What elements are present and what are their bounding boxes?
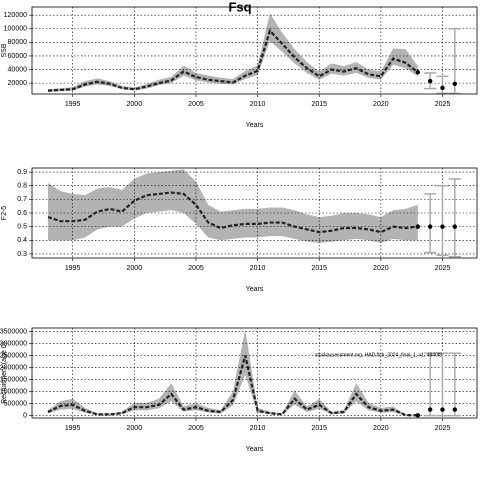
point — [415, 224, 421, 229]
projection-point — [427, 78, 433, 84]
confidence-band — [48, 13, 418, 92]
y-tick-label: 0.8 — [17, 183, 27, 190]
y-tick-label: 100000 — [4, 26, 27, 33]
y-tick-label: 120000 — [4, 12, 27, 19]
plot-frame — [31, 327, 478, 419]
point — [415, 413, 421, 418]
x-axis-label: Years — [246, 286, 264, 293]
y-tick-label: 3000000 — [0, 340, 27, 347]
projection-point — [440, 224, 445, 229]
y-tick-label: 60000 — [8, 53, 28, 60]
y-axis-label: F2-5 — [1, 206, 8, 221]
plot-area — [32, 328, 477, 418]
x-tick-label: 2025 — [435, 101, 451, 108]
x-tick-label: 2015 — [311, 265, 327, 272]
x-tick-label: 2000 — [127, 425, 143, 432]
y-tick-label: 0.9 — [17, 169, 27, 176]
y-tick-label: 0.3 — [17, 251, 27, 258]
x-tick-label: 2010 — [250, 101, 266, 108]
projection-point — [452, 81, 458, 87]
y-tick-label: 1000000 — [0, 388, 27, 395]
projection-point — [427, 224, 433, 229]
plot-area — [32, 7, 477, 94]
median-line — [47, 355, 418, 417]
confidence-band — [48, 329, 418, 416]
y-tick-label: 2000000 — [0, 364, 27, 371]
x-tick-label: 2020 — [373, 265, 389, 272]
x-tick-label: 2005 — [188, 265, 204, 272]
y-tick-label: 0.5 — [17, 223, 27, 230]
y-tick-label: 0.4 — [17, 237, 27, 244]
plot-area — [32, 168, 477, 258]
x-tick-label: 2025 — [435, 265, 451, 272]
x-axis-label: Years — [246, 446, 264, 453]
x-tick-label: 2000 — [127, 101, 143, 108]
confidence-band — [48, 169, 418, 243]
median-line — [47, 28, 419, 92]
y-tick-label: 500000 — [4, 400, 27, 407]
x-tick-label: 2020 — [373, 101, 389, 108]
y-tick-label: 20000 — [8, 80, 28, 87]
annotation: stockassessment.org, HAD.fish_2024_final… — [315, 352, 442, 358]
projection-point — [427, 407, 433, 412]
y-tick-label: 3500000 — [0, 328, 27, 335]
y-tick-label: 0.7 — [17, 196, 27, 203]
y-tick-label: 0.6 — [17, 210, 27, 217]
x-tick-label: 1995 — [65, 101, 81, 108]
x-tick-label: 1995 — [65, 265, 81, 272]
x-tick-label: 2025 — [435, 425, 451, 432]
x-tick-label: 2020 — [373, 425, 389, 432]
x-tick-label: 2005 — [188, 101, 204, 108]
y-tick-label: 40000 — [8, 66, 28, 73]
projection-point — [452, 224, 458, 229]
x-tick-label: 2015 — [311, 425, 327, 432]
x-tick-label: 2010 — [250, 425, 266, 432]
y-axis-label: Recruitment (age 0) — [1, 342, 8, 404]
projection-point — [440, 407, 445, 412]
x-tick-label: 2005 — [188, 425, 204, 432]
projection-point — [452, 407, 458, 412]
x-tick-label: 1995 — [65, 425, 81, 432]
point — [415, 70, 421, 75]
y-tick-label: 1500000 — [0, 376, 27, 383]
x-tick-label: 2000 — [127, 265, 143, 272]
x-tick-label: 2015 — [311, 101, 327, 108]
x-tick-label: 2010 — [250, 265, 266, 272]
plot-frame — [31, 6, 478, 95]
x-axis-label: Years — [246, 122, 264, 129]
y-axis-label: SSB — [1, 43, 8, 57]
chart-title: Fsq — [228, 0, 251, 14]
y-tick-label: 0 — [23, 412, 27, 419]
y-tick-label: 2500000 — [0, 352, 27, 359]
y-tick-label: 80000 — [8, 39, 28, 46]
projection-point — [440, 85, 445, 91]
